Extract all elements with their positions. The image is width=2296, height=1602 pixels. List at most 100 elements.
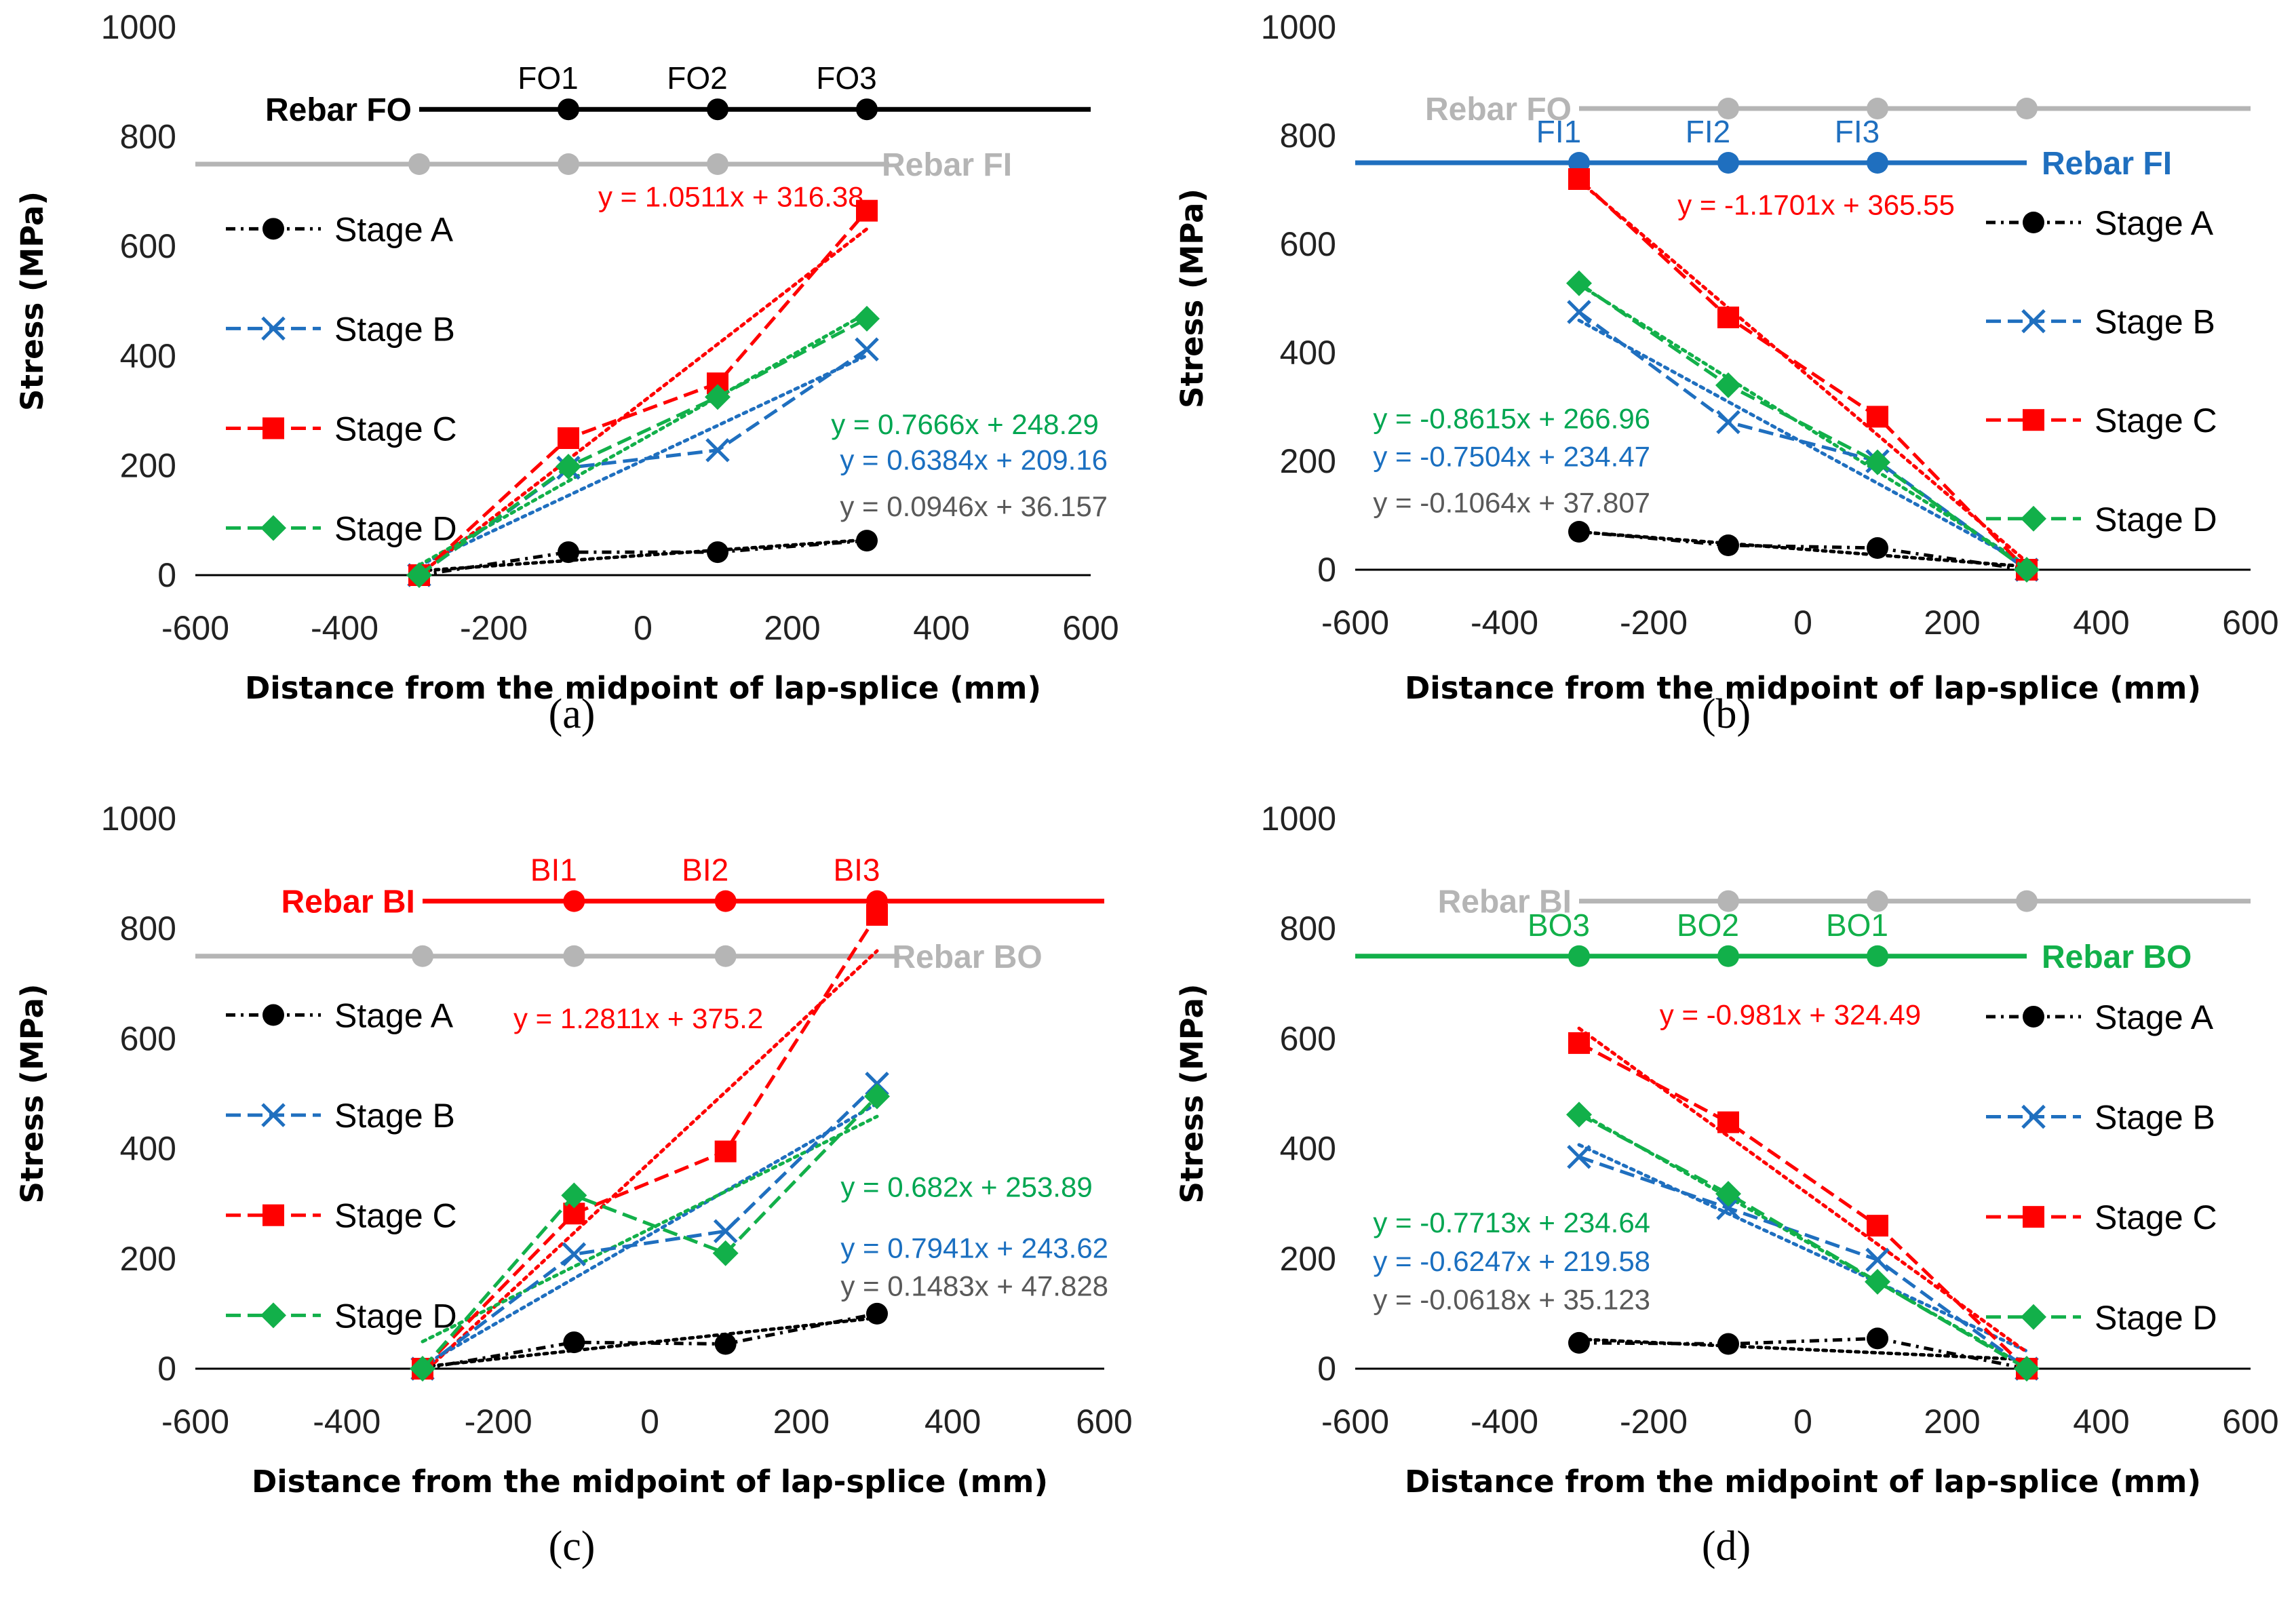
- legend-label: Stage A: [334, 997, 454, 1035]
- panel-label: (d): [1702, 1523, 1751, 1569]
- inactive-gauge-dot: [2016, 98, 2038, 119]
- data-point-stage-a: [1568, 1331, 1590, 1354]
- y-tick-label: 400: [120, 1130, 176, 1168]
- x-tick-label: -600: [161, 609, 229, 647]
- data-point-stage-a: [1867, 537, 1888, 559]
- inactive-rebar-label: Rebar FI: [882, 147, 1012, 183]
- trendline-equation-stage-b: y = 0.7941x + 243.62: [840, 1232, 1108, 1264]
- data-point-stage-d: [854, 305, 880, 332]
- active-rebar-label: Rebar FI: [2042, 146, 2172, 182]
- data-point-stage-b: [855, 337, 879, 362]
- y-tick-label: 800: [1280, 910, 1336, 947]
- trendline-stage-d: [417, 311, 869, 567]
- data-point-stage-d: [410, 1356, 435, 1382]
- active-rebar-label: Rebar BI: [281, 884, 414, 920]
- data-point-stage-c: [1717, 307, 1739, 328]
- y-tick-label: 400: [120, 337, 176, 375]
- data-point-stage-c: [1568, 168, 1590, 190]
- legend-item-stage-a: Stage A: [226, 997, 454, 1035]
- y-tick-label: 800: [120, 910, 176, 947]
- data-point-stage-d: [864, 1083, 890, 1110]
- chart-panel-b: 0 200 400 600 800 1000 -600 -400 -200 0 200 400 600 D…: [1174, 8, 2279, 737]
- gauge-label: FO1: [518, 60, 578, 96]
- gauge-label: FI3: [1835, 114, 1880, 149]
- trendline-equation-stage-d: y = 0.682x + 253.89: [840, 1171, 1092, 1203]
- legend-marker: [261, 1103, 286, 1127]
- y-tick-label: 1000: [1261, 800, 1336, 838]
- trendline-stage-c: [421, 949, 879, 1375]
- x-tick-label: -600: [1321, 1403, 1389, 1441]
- x-axis-label: Distance from the midpoint of lap-splice…: [252, 1464, 1048, 1500]
- x-tick-label: 200: [1924, 604, 1980, 642]
- legend-label: Stage B: [334, 1097, 455, 1135]
- legend-item-stage-d: Stage D: [1986, 1299, 2217, 1337]
- legend-marker: [2023, 409, 2044, 431]
- x-tick-label: 400: [2073, 604, 2129, 642]
- trendline-equation-stage-b: y = -0.6247x + 219.58: [1373, 1245, 1650, 1277]
- active-gauge-dot: [558, 98, 579, 121]
- series-line-stage-a: [1578, 1336, 2027, 1371]
- inactive-gauge-dot: [2016, 890, 2038, 912]
- data-point-stage-b: [562, 1242, 587, 1267]
- legend-item-stage-d: Stage D: [1986, 501, 2217, 539]
- legend-marker: [262, 1004, 284, 1026]
- series-line-stage-c: [418, 210, 868, 577]
- x-tick-label: 600: [2222, 1403, 2278, 1441]
- data-point-stage-c: [856, 199, 878, 222]
- legend-label: Stage A: [334, 210, 454, 248]
- legend-item-stage-a: Stage A: [226, 210, 454, 248]
- data-point-stage-b: [1567, 1144, 1591, 1169]
- legend-item-stage-d: Stage D: [226, 1297, 457, 1335]
- gauge-label: BO2: [1677, 907, 1739, 943]
- legend-marker: [2023, 1206, 2044, 1228]
- series-line-stage-d: [1578, 281, 2028, 572]
- gauge-label: BO1: [1826, 907, 1888, 943]
- x-tick-label: -600: [1321, 604, 1389, 642]
- trendline-stage-a: [1577, 530, 2029, 568]
- trendline-stage-c: [1577, 1026, 2029, 1354]
- active-gauge-dot: [707, 98, 728, 121]
- data-point-stage-a: [707, 541, 728, 564]
- legend-label: Stage B: [2095, 1099, 2215, 1137]
- trendline-equation-stage-b: y = -0.7504x + 234.47: [1373, 441, 1650, 473]
- data-point-stage-d: [1566, 1101, 1592, 1128]
- active-gauge-dot: [856, 98, 878, 121]
- legend-marker: [262, 417, 284, 439]
- series-line-stage-b: [1578, 310, 2028, 572]
- legend-label: Stage A: [2095, 204, 2214, 242]
- series-line-stage-d: [421, 1095, 878, 1370]
- data-point-stage-a: [558, 541, 579, 564]
- data-point-stage-c: [1867, 406, 1888, 428]
- data-point-stage-c: [1717, 1111, 1739, 1133]
- y-tick-label: 200: [120, 446, 176, 484]
- trendline-equation-stage-d: y = -0.8615x + 266.96: [1373, 403, 1650, 435]
- x-tick-label: 400: [913, 609, 969, 647]
- active-gauge-dot: [1568, 945, 1590, 967]
- series-line-stage-a: [422, 1312, 878, 1371]
- legend-item-stage-c: Stage C: [1986, 402, 2217, 439]
- inactive-gauge-dot: [558, 153, 579, 175]
- trendline-stage-a: [417, 538, 869, 573]
- gauge-label: BI3: [833, 853, 880, 888]
- active-gauge-dot: [714, 890, 737, 912]
- series-line-stage-c: [421, 914, 879, 1370]
- y-tick-label: 1000: [1261, 8, 1336, 46]
- x-tick-label: -400: [1471, 604, 1538, 642]
- chart-panel-c: 0 200 400 600 800 1000 -600 -400 -200 0 200 400 600 D…: [14, 800, 1133, 1569]
- y-tick-label: 1000: [101, 800, 176, 838]
- y-tick-label: 600: [120, 1019, 176, 1057]
- x-tick-label: 600: [1062, 609, 1118, 647]
- legend-item-stage-c: Stage C: [226, 410, 457, 448]
- active-gauge-dot: [1717, 152, 1739, 174]
- data-point-stage-d: [1715, 372, 1741, 398]
- trendline-equation-stage-c: y = 1.0511x + 316.38: [598, 180, 864, 212]
- legend-label: Stage C: [2095, 402, 2217, 439]
- data-point-stage-c: [1867, 1215, 1888, 1237]
- inactive-gauge-dot: [408, 153, 430, 175]
- data-point-stage-d: [1865, 1268, 1890, 1295]
- series-line-stage-d: [1578, 1113, 2028, 1371]
- data-point-stage-c: [558, 427, 579, 449]
- legend-label: Stage B: [334, 310, 455, 348]
- inactive-gauge-dot: [707, 153, 728, 175]
- series-line-stage-d: [418, 317, 868, 577]
